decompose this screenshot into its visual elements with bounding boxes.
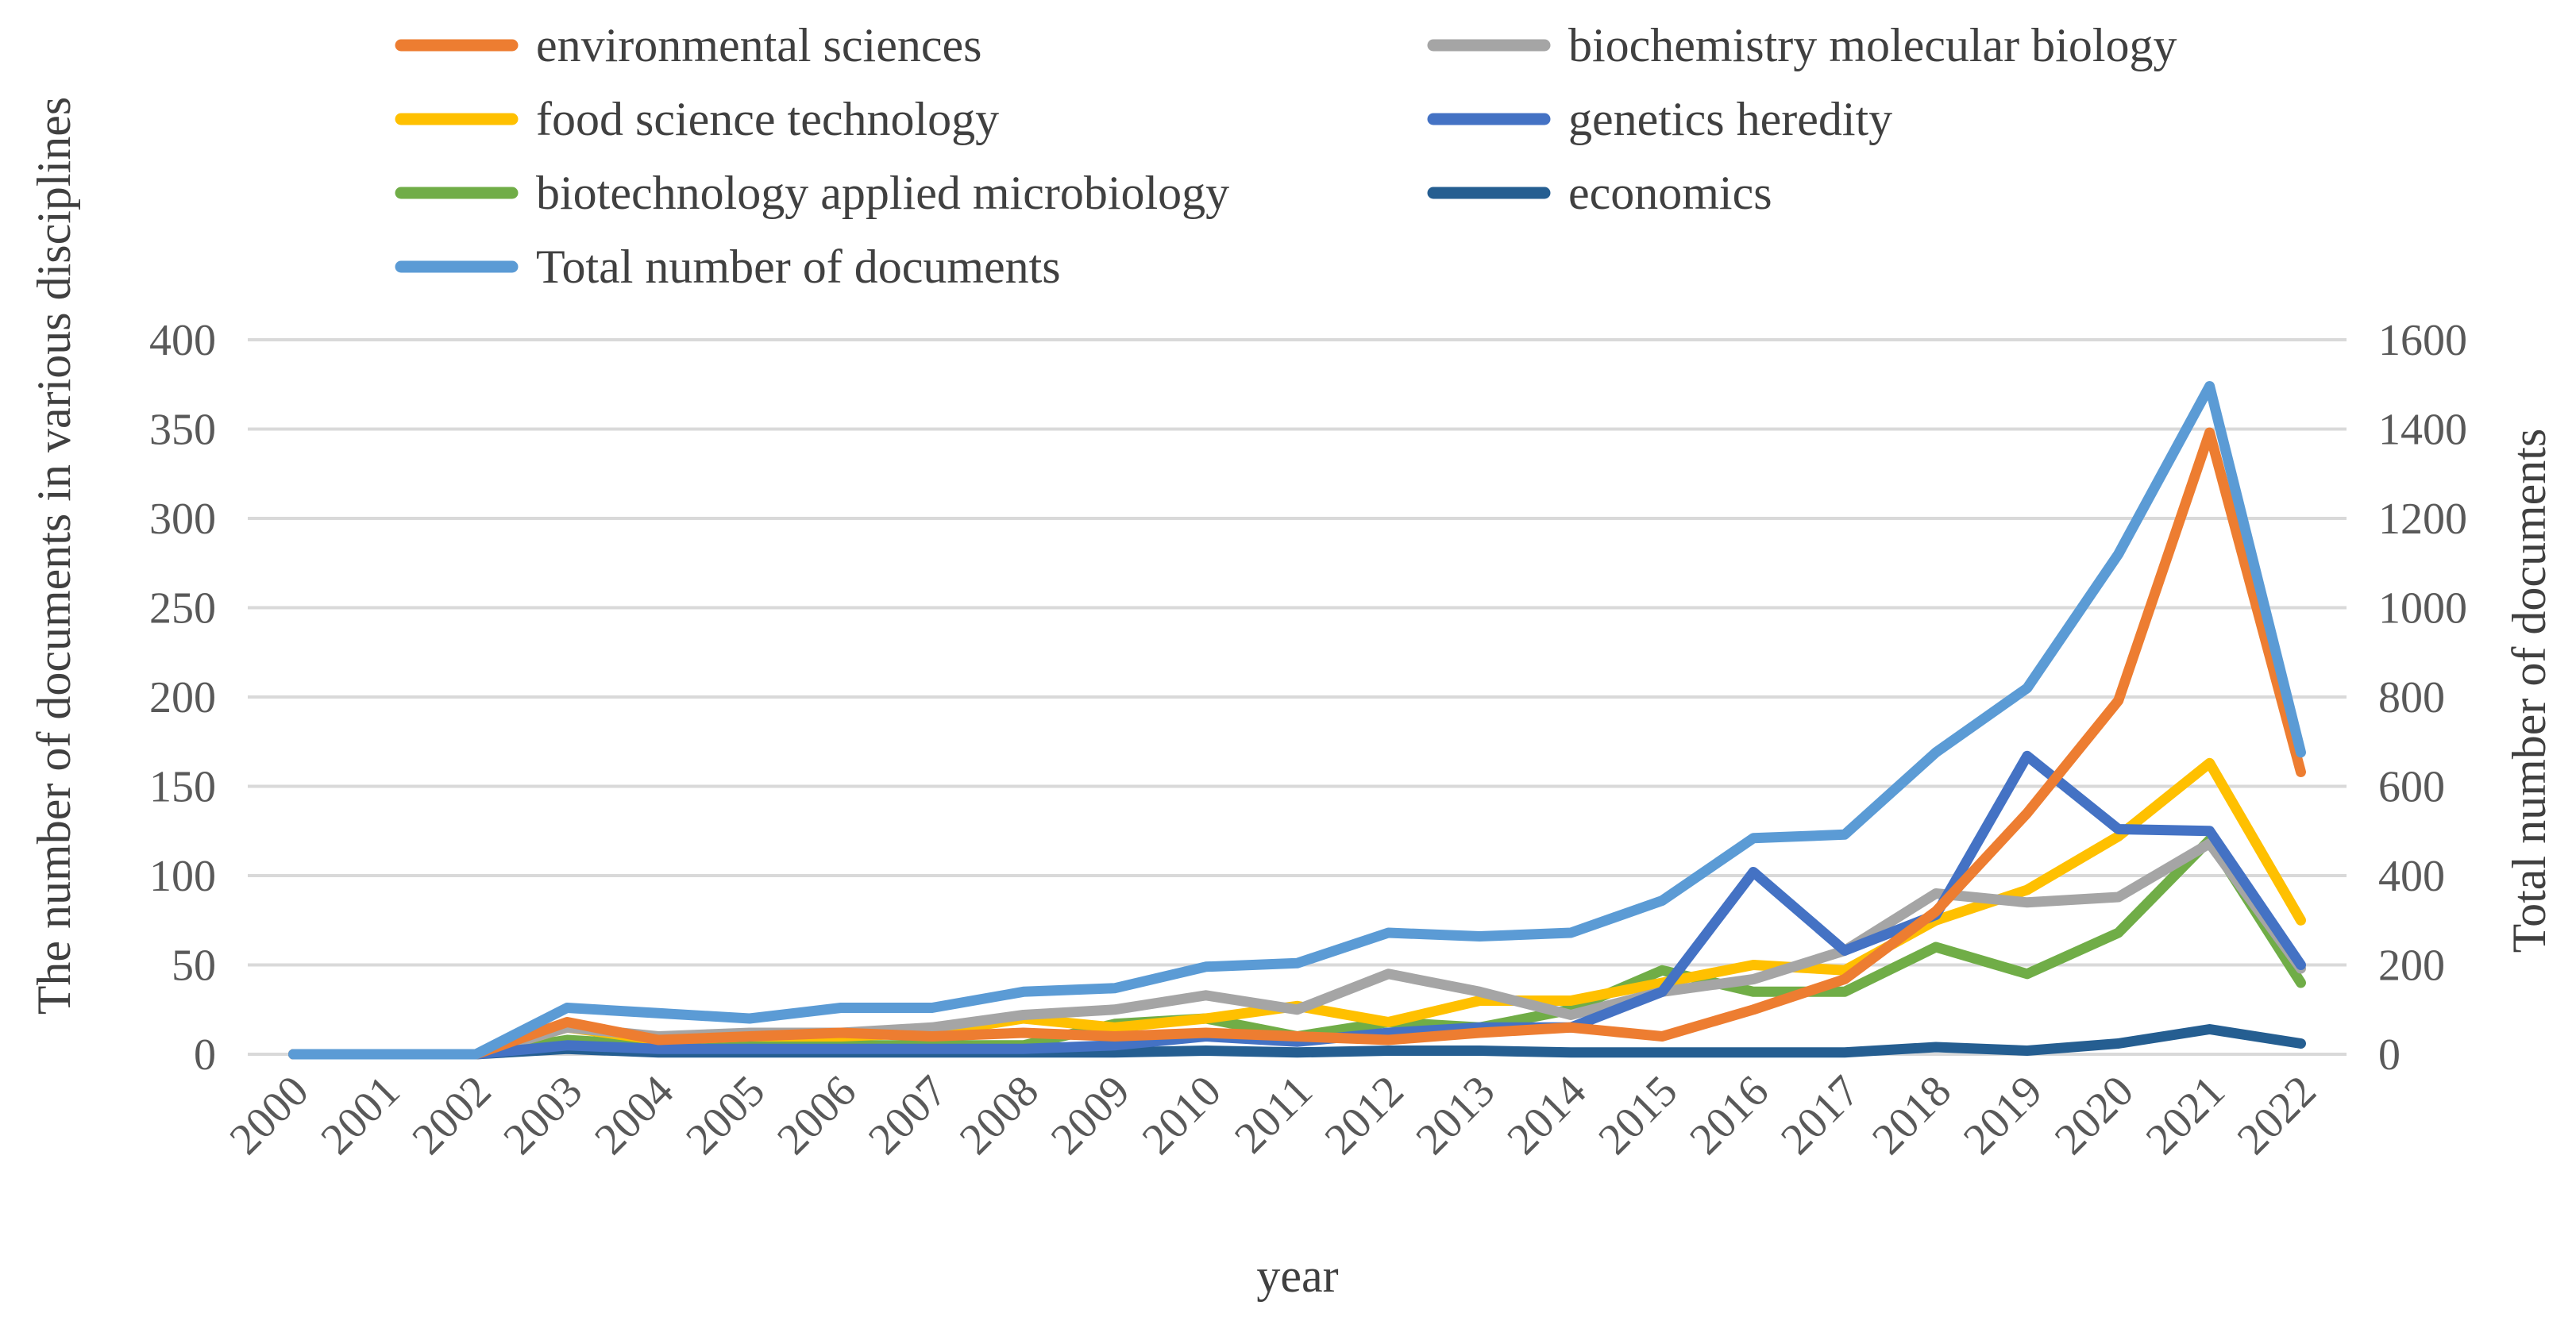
x-tick-label: 2019 (1954, 1066, 2052, 1164)
x-tick-label: 2008 (951, 1066, 1048, 1164)
left-tick-label: 400 (149, 316, 216, 365)
x-tick-label: 2010 (1133, 1066, 1231, 1164)
right-tick-label: 800 (2378, 673, 2445, 722)
left-tick-label: 300 (149, 495, 216, 544)
x-tick-label: 2014 (1498, 1066, 1595, 1164)
legend-label: economics (1568, 167, 1772, 219)
y-axis-title: The number of documents in various disci… (28, 97, 80, 1015)
left-tick-label: 350 (149, 406, 216, 455)
x-tick-label: 2022 (2228, 1066, 2326, 1164)
series-lines (288, 381, 2306, 1060)
series-line-genetics-heredity (288, 750, 2306, 1060)
right-tick-label: 400 (2378, 852, 2445, 901)
right-tick-label: 0 (2378, 1030, 2401, 1080)
x-tick-label: 2006 (768, 1066, 866, 1164)
x-tick-label: 2009 (1042, 1066, 1140, 1164)
left-tick-label: 150 (149, 763, 216, 812)
x-tick-label: 2000 (221, 1066, 318, 1164)
series-line-biotechnology-applied-microbiology (288, 834, 2306, 1060)
gridlines (248, 338, 2347, 1056)
x-axis-title: year (1256, 1250, 1338, 1302)
x-tick-label: 2013 (1406, 1066, 1504, 1164)
x-tick-label: 2012 (1316, 1066, 1413, 1164)
series-line-environmental-sciences (288, 427, 2306, 1060)
legend-label: environmental sciences (536, 19, 981, 71)
x-tick-label: 2011 (1225, 1066, 1322, 1163)
x-axis-ticks: 2000200120022003200420052006200720082009… (221, 1066, 2326, 1164)
left-tick-label: 250 (149, 584, 216, 633)
right-tick-label: 1400 (2378, 406, 2467, 455)
right-tick-label: 200 (2378, 942, 2445, 991)
right-tick-label: 1200 (2378, 495, 2467, 544)
right-tick-label: 1600 (2378, 316, 2467, 365)
left-tick-label: 200 (149, 673, 216, 722)
legend-label: biotechnology applied microbiology (536, 167, 1229, 219)
legend-label: genetics heredity (1568, 93, 1892, 145)
right-tick-label: 600 (2378, 763, 2445, 812)
x-tick-label: 2021 (2137, 1066, 2235, 1164)
x-tick-label: 2017 (1772, 1066, 1869, 1164)
legend-label: food science technology (536, 93, 999, 145)
left-tick-label: 50 (172, 942, 216, 991)
right-axis-ticks: 0 200 400 600 800 1000 1200 1400 1600 (2378, 316, 2467, 1080)
x-tick-label: 2007 (859, 1066, 957, 1164)
x-tick-label: 2015 (1589, 1066, 1687, 1164)
right-tick-label: 1000 (2378, 584, 2467, 633)
legend: environmental sciences biochemistry molec… (395, 19, 2177, 293)
left-axis-ticks: 0 50 100 150 200 250 300 350 400 (149, 316, 216, 1080)
x-tick-label: 2004 (585, 1066, 683, 1164)
x-tick-label: 2020 (2046, 1066, 2143, 1164)
x-tick-label: 2001 (312, 1066, 410, 1164)
x-tick-label: 2005 (677, 1066, 774, 1164)
x-tick-label: 2018 (1863, 1066, 1961, 1164)
x-tick-label: 2002 (403, 1066, 500, 1164)
y2-axis-title: Total number of documents (2503, 429, 2555, 953)
legend-label: biochemistry molecular biology (1568, 19, 2177, 71)
x-tick-label: 2016 (1680, 1066, 1778, 1164)
x-tick-label: 2003 (494, 1066, 592, 1164)
left-tick-label: 100 (149, 852, 216, 901)
legend-label: Total number of documents (536, 241, 1061, 293)
left-tick-label: 0 (194, 1030, 216, 1080)
series-line-total-number-of-documents (288, 381, 2306, 1060)
